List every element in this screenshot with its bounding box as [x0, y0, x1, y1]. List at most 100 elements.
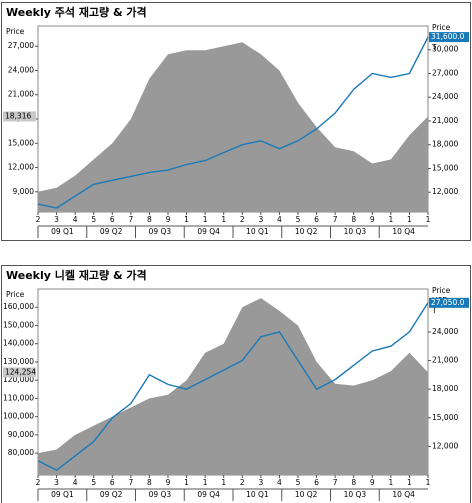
x-tick-label: 1: [388, 478, 393, 487]
y-tick-label: 120,000: [3, 375, 34, 384]
quarter-label: 10 Q3: [344, 490, 367, 499]
y-tick-label: 15,000: [8, 138, 34, 147]
last-value-label: 31,600.0: [431, 32, 465, 41]
y2-axis-label: Price: [432, 286, 451, 295]
y2-tick-label: 21,000: [432, 116, 458, 125]
y-tick-label: 90,000: [8, 430, 34, 439]
y2-tick-label: 30,000: [432, 45, 458, 54]
last-value-box: [3, 367, 36, 378]
y-axis-label: Price: [6, 27, 25, 36]
x-tick-label: 8: [351, 215, 356, 224]
y2-tick-label: 12,000: [432, 441, 458, 450]
quarter-label: 10 Q3: [344, 227, 367, 236]
y-axis-label: Price: [6, 290, 25, 299]
x-tick-label: 4: [73, 215, 78, 224]
x-tick-label: 8: [147, 215, 152, 224]
x-tick-label: 3: [54, 215, 59, 224]
y2-tick-label: 21,000: [432, 356, 458, 365]
y-tick-label: 24,000: [8, 65, 34, 74]
quarter-label: 10 Q2: [295, 490, 318, 499]
x-tick-label: 7: [333, 478, 338, 487]
x-tick-label: 2: [240, 215, 245, 224]
quarter-label: 09 Q4: [197, 490, 220, 499]
quarter-label: 09 Q3: [149, 227, 172, 236]
last-value-box: [429, 297, 469, 308]
y-tick-label: 21,000: [8, 90, 34, 99]
x-tick-label: 1: [221, 215, 226, 224]
x-tick-label: 1: [203, 215, 208, 224]
x-tick-label: 5: [91, 215, 96, 224]
quarter-label: 09 Q4: [197, 227, 220, 236]
x-tick-label: 5: [296, 478, 301, 487]
x-tick-label: 4: [277, 478, 282, 487]
quarter-label: 09 Q2: [100, 490, 123, 499]
x-tick-label: 6: [314, 478, 319, 487]
last-value-label: 124,254: [5, 367, 36, 376]
x-tick-label: 1: [407, 478, 412, 487]
y2-axis-label: T: [431, 43, 437, 52]
y-tick-label: 160,000: [3, 302, 34, 311]
x-tick-label: 3: [258, 215, 263, 224]
x-tick-label: 9: [166, 478, 171, 487]
inventory-area: [38, 298, 428, 475]
y-tick-label: 100,000: [3, 412, 34, 421]
quarter-label: 09 Q1: [51, 490, 74, 499]
x-tick-label: 8: [351, 478, 356, 487]
price-line: [37, 302, 429, 472]
y2-tick-label: 12,000: [432, 187, 458, 196]
quarter-label: 09 Q1: [51, 227, 74, 236]
x-tick-label: 6: [110, 478, 115, 487]
y2-tick-label: 24,000: [432, 327, 458, 336]
last-value-label: 27,050.0: [431, 298, 465, 307]
y2-tick-label: 27,000: [432, 68, 458, 77]
chart-title: Weekly 주석 재고량 & 가격: [6, 5, 147, 19]
y-tick-label: 27,000: [8, 41, 34, 50]
x-tick-label: 6: [110, 215, 115, 224]
x-tick-label: 9: [370, 215, 375, 224]
quarter-label: 10 Q2: [295, 227, 318, 236]
x-tick-label: 7: [128, 215, 133, 224]
last-value-box: [3, 111, 36, 122]
quarter-label: 10 Q1: [246, 490, 269, 499]
y2-tick-label: 15,000: [432, 413, 458, 422]
y-tick-label: 140,000: [3, 339, 34, 348]
x-tick-label: 2: [36, 215, 41, 224]
price-line: [37, 36, 429, 209]
x-tick-label: 1: [184, 215, 189, 224]
x-tick-label: 9: [166, 215, 171, 224]
chart-title: Weekly 니켈 재고량 & 가격: [6, 268, 147, 282]
x-tick-label: 5: [296, 215, 301, 224]
x-tick-label: 1: [426, 215, 431, 224]
y2-axis-label: T: [431, 306, 437, 315]
x-tick-label: 9: [370, 478, 375, 487]
last-value-label: 18,316: [5, 111, 31, 120]
x-tick-label: 1: [221, 478, 226, 487]
y-tick-label: 9,000: [13, 187, 35, 196]
x-tick-label: 1: [388, 215, 393, 224]
quarter-label: 10 Q4: [392, 227, 415, 236]
y2-axis-label: Price: [432, 23, 451, 32]
panel-border: [1, 2, 471, 241]
y-tick-label: 80,000: [8, 448, 34, 457]
y2-tick-label: 15,000: [432, 163, 458, 172]
y2-tick-label: 18,000: [432, 140, 458, 149]
y2-tick-label: 18,000: [432, 384, 458, 393]
y-tick-label: 150,000: [3, 320, 34, 329]
x-tick-label: 1: [184, 478, 189, 487]
inventory-area: [38, 42, 428, 213]
x-tick-label: 3: [54, 478, 59, 487]
x-tick-label: 2: [36, 478, 41, 487]
x-tick-label: 4: [73, 478, 78, 487]
x-tick-label: 1: [426, 478, 431, 487]
y-tick-label: 130,000: [3, 357, 34, 366]
x-tick-label: 4: [277, 215, 282, 224]
x-tick-label: 2: [240, 478, 245, 487]
quarter-label: 09 Q3: [149, 490, 172, 499]
quarter-label: 09 Q2: [100, 227, 123, 236]
last-value-box: [429, 32, 469, 43]
x-tick-label: 1: [407, 215, 412, 224]
panel-border: [1, 265, 471, 503]
x-tick-label: 1: [203, 478, 208, 487]
